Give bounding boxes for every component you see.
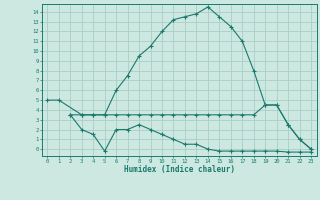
X-axis label: Humidex (Indice chaleur): Humidex (Indice chaleur): [124, 165, 235, 174]
